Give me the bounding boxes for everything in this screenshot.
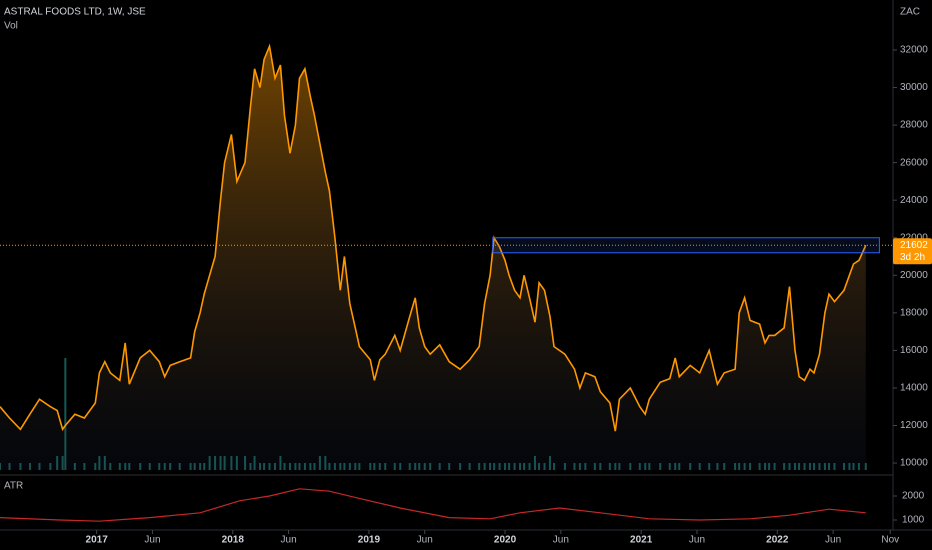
y-tick-label: 22000 bbox=[900, 232, 928, 243]
currency-label: ZAC bbox=[900, 7, 920, 18]
area-fill bbox=[0, 46, 866, 470]
x-tick-label: 2018 bbox=[222, 535, 245, 546]
y-tick-label: 26000 bbox=[900, 157, 928, 168]
y-tick-label: 14000 bbox=[900, 383, 928, 394]
y-tick-label: 24000 bbox=[900, 195, 928, 206]
atr-tick-label: 1000 bbox=[902, 515, 925, 526]
volume-bar bbox=[64, 358, 67, 470]
x-tick-label: 2019 bbox=[358, 535, 381, 546]
volume-label: Vol bbox=[4, 21, 18, 32]
y-tick-label: 16000 bbox=[900, 345, 928, 356]
last-price-label: 21602 bbox=[900, 240, 928, 251]
atr-line bbox=[0, 488, 866, 522]
x-tick-label: 2017 bbox=[86, 535, 109, 546]
x-tick-label: Jun bbox=[281, 535, 297, 546]
y-tick-label: 30000 bbox=[900, 82, 928, 93]
countdown-label: 3d 2h bbox=[900, 252, 925, 263]
last-price-badge bbox=[893, 238, 932, 265]
x-tick-label: 2021 bbox=[630, 535, 653, 546]
x-tick-label: Jun bbox=[144, 535, 160, 546]
x-tick-label: Jun bbox=[553, 535, 569, 546]
y-tick-label: 12000 bbox=[900, 420, 928, 431]
x-tick-label: 2022 bbox=[766, 535, 789, 546]
x-tick-label: 2020 bbox=[494, 535, 517, 546]
atr-label: ATR bbox=[4, 481, 23, 492]
chart-title: ASTRAL FOODS LTD, 1W, JSE bbox=[4, 7, 146, 18]
atr-tick-label: 2000 bbox=[902, 491, 925, 502]
y-tick-label: 20000 bbox=[900, 270, 928, 281]
range-box bbox=[492, 237, 880, 254]
y-tick-label: 18000 bbox=[900, 307, 928, 318]
x-tick-label: Jun bbox=[689, 535, 705, 546]
x-tick-label: Jun bbox=[417, 535, 433, 546]
price-line bbox=[0, 43, 867, 432]
x-tick-label: Jun bbox=[825, 535, 841, 546]
x-tick-label: Nov bbox=[881, 535, 899, 546]
y-tick-label: 32000 bbox=[900, 45, 928, 56]
y-tick-label: 28000 bbox=[900, 120, 928, 131]
y-tick-label: 10000 bbox=[900, 458, 928, 469]
